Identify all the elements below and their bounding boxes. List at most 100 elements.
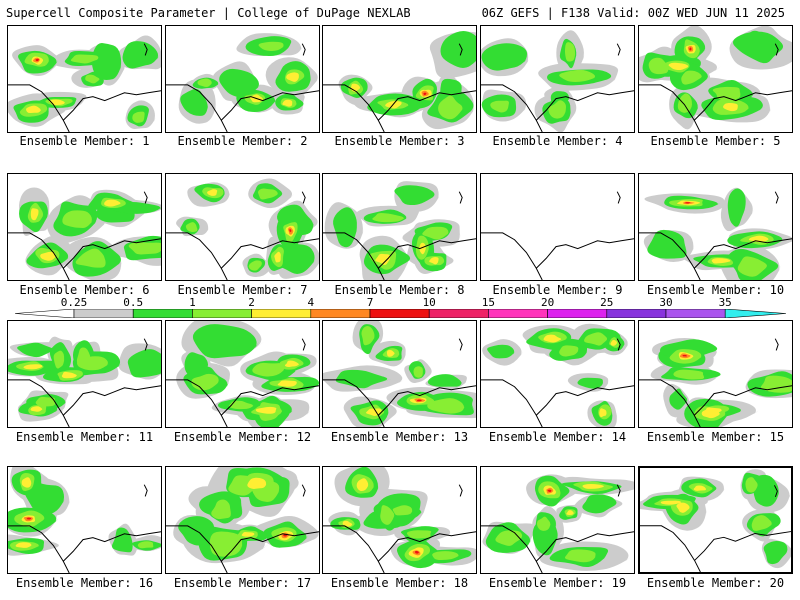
ensemble-map-panel[interactable] xyxy=(480,466,635,574)
member-label: Ensemble Member: 10 xyxy=(646,283,785,297)
member-label: Ensemble Member: 17 xyxy=(173,576,312,590)
scale-segment xyxy=(665,309,726,318)
ensemble-map-panel[interactable] xyxy=(165,466,320,574)
scale-tick-label: 20 xyxy=(540,296,555,309)
scale-tick-label: 2 xyxy=(248,296,255,309)
ensemble-map-panel[interactable] xyxy=(638,25,793,133)
map-graphic xyxy=(639,337,792,427)
scp-contour-low xyxy=(184,352,210,380)
scp-contour-elevated xyxy=(386,350,396,357)
scp-contour-moderate xyxy=(406,530,432,539)
scp-contour-moderate xyxy=(564,549,596,563)
scp-contour-very-high xyxy=(26,517,32,520)
map-graphic xyxy=(323,181,476,280)
scp-contour-low xyxy=(582,494,619,514)
ensemble-map-panel[interactable] xyxy=(7,173,162,281)
lake-outline xyxy=(616,191,621,204)
scale-tick-label: 0.25 xyxy=(60,296,88,309)
scp-contour-moderate xyxy=(564,42,576,62)
scp-contour-moderate xyxy=(584,332,608,346)
scp-contour-low xyxy=(427,374,462,387)
ensemble-map-panel[interactable] xyxy=(165,320,320,428)
lake-outline xyxy=(458,338,463,351)
scale-tick-label: 7 xyxy=(366,296,374,309)
member-label: Ensemble Member: 6 xyxy=(19,283,150,297)
lake-outline xyxy=(616,43,621,56)
scp-contour-elevated xyxy=(676,502,691,513)
border-outline xyxy=(8,84,161,132)
scp-contour-low xyxy=(333,207,358,248)
scp-contour-low xyxy=(192,324,259,359)
border-outline xyxy=(323,232,476,280)
scp-contour-moderate xyxy=(211,499,232,520)
ensemble-map-panel[interactable] xyxy=(322,466,477,574)
member-label: Ensemble Member: 3 xyxy=(334,134,465,148)
scp-contour-low xyxy=(127,349,161,378)
scp-contour-very-high xyxy=(423,92,427,96)
map-graphic xyxy=(481,474,634,573)
lake-outline xyxy=(301,484,306,497)
scp-contour-elevated xyxy=(26,105,42,114)
scp-contour-low xyxy=(550,91,570,108)
scp-contour-moderate xyxy=(648,57,669,75)
scale-segment xyxy=(251,309,312,318)
ensemble-map-panel[interactable] xyxy=(638,320,793,428)
map-graphic xyxy=(166,321,319,427)
lake-outline xyxy=(143,484,148,497)
ensemble-map-panel[interactable] xyxy=(7,25,162,133)
scp-contour-elevated xyxy=(286,72,299,82)
scp-contour-moderate xyxy=(372,213,406,223)
border-outline xyxy=(8,525,161,573)
ensemble-map-panel[interactable] xyxy=(480,173,635,281)
ensemble-map-panel[interactable] xyxy=(638,173,793,281)
scp-contour-moderate xyxy=(712,86,741,101)
ensemble-map-panel[interactable] xyxy=(7,466,162,574)
scp-contour-low xyxy=(732,31,785,64)
scale-segment xyxy=(547,309,608,318)
ensemble-map-panel[interactable] xyxy=(322,320,477,428)
ensemble-map-panel[interactable] xyxy=(480,25,635,133)
scp-contour-moderate xyxy=(432,551,460,561)
scp-contour-moderate xyxy=(422,226,450,240)
scp-contour-very-high xyxy=(547,489,552,493)
ensemble-map-panel[interactable] xyxy=(165,25,320,133)
member-label: Ensemble Member: 20 xyxy=(646,576,785,590)
member-label: Ensemble Member: 19 xyxy=(488,576,627,590)
scp-contour-elevated xyxy=(375,253,391,266)
ensemble-map-panel[interactable] xyxy=(638,466,793,574)
scp-contour-moderate xyxy=(361,326,376,346)
run-info: 06Z GEFS | F138 Valid: 00Z WED JUN 11 20… xyxy=(481,6,785,20)
scp-contour-moderate xyxy=(737,256,769,277)
ensemble-map-panel[interactable] xyxy=(7,320,162,428)
ensemble-map-panel[interactable] xyxy=(165,173,320,281)
scp-contour-moderate xyxy=(548,100,566,119)
member-label: Ensemble Member: 18 xyxy=(330,576,469,590)
scp-contour-moderate xyxy=(228,400,254,410)
scp-contour-low xyxy=(180,88,209,116)
scale-tick-label: 10 xyxy=(422,296,436,309)
ensemble-map-panel[interactable] xyxy=(322,25,477,133)
scp-contour-very-high xyxy=(35,58,40,62)
scp-contour-moderate xyxy=(413,366,423,378)
scp-contour-very-high xyxy=(414,550,420,554)
scale-tick-label: 25 xyxy=(600,296,614,309)
scp-contour-elevated xyxy=(21,477,32,488)
member-label: Ensemble Member: 15 xyxy=(646,430,785,444)
scale-segment xyxy=(310,309,371,318)
ensemble-map-panel[interactable] xyxy=(322,173,477,281)
lake-outline xyxy=(774,191,779,204)
lake-outline xyxy=(458,191,463,204)
scp-contour-moderate xyxy=(681,70,704,85)
scp-contour-elevated xyxy=(701,408,721,419)
scp-contour-elevated xyxy=(566,510,574,516)
ensemble-map-panel[interactable] xyxy=(480,320,635,428)
scp-contour-elevated xyxy=(274,251,281,263)
scale-tick-label: 0.5 xyxy=(123,296,144,309)
scp-contour-low xyxy=(17,342,56,358)
scale-segment xyxy=(132,309,193,318)
lake-outline xyxy=(143,43,148,56)
border-outline xyxy=(639,84,792,132)
scp-contour-very-high xyxy=(682,354,688,357)
scp-contour-moderate xyxy=(137,541,154,549)
scale-tick-label: 1 xyxy=(189,296,196,309)
